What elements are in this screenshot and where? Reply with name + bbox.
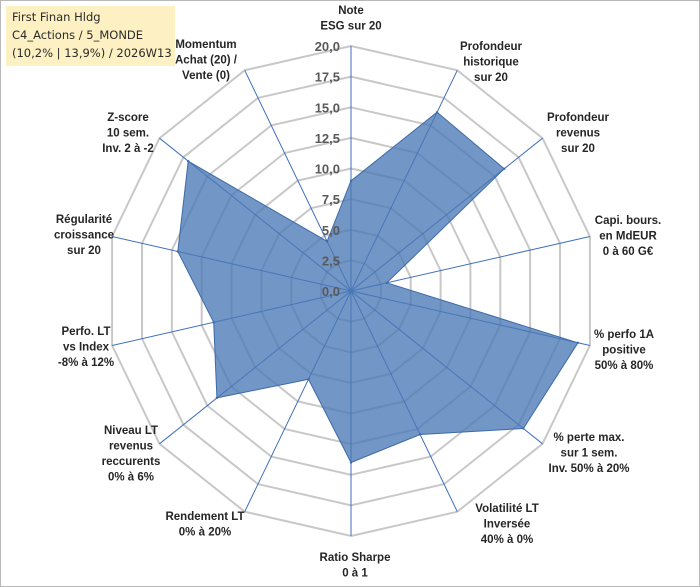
chart-title-box: First Finan Hldg C4_Actions / 5_MONDE (1… <box>6 6 175 66</box>
axis-label: Rendement LT 0% à 20% <box>165 511 244 539</box>
tick-label: 15,0 <box>315 100 340 115</box>
data-point <box>385 281 388 284</box>
tick-label: 7,5 <box>322 192 340 207</box>
axis-label: Volatilité LT Inversée 40% à 0% <box>475 503 538 546</box>
data-point <box>503 167 506 170</box>
axis-label: Note ESG sur 20 <box>320 5 381 33</box>
axis-spoke <box>350 236 591 292</box>
axis-label: Niveau LT revenus reccurents 0% à 6% <box>102 425 161 484</box>
tick-label: 12,5 <box>315 131 340 146</box>
tick-label: 0,0 <box>322 284 340 299</box>
radar-axis-labels: Note ESG sur 20 Profondeur historique sur 20… <box>54 5 661 580</box>
data-point <box>212 321 215 324</box>
title-line-2: C4_Actions / 5_MONDE <box>12 28 144 42</box>
radar-tick-labels: 0,0 2,5 5,0 7,5 10,0 12,5 15,0 17,5 20,0 <box>315 39 340 299</box>
axis-label: Momentum Achat (20) / Vente (0) <box>175 39 238 82</box>
data-point <box>522 427 525 430</box>
data-point <box>576 341 580 344</box>
series-area <box>177 111 579 463</box>
data-point <box>349 179 353 182</box>
axis-label: Régularité croissance sur 20 <box>54 214 114 257</box>
axis-label: Profondeur revenus sur 20 <box>547 112 609 155</box>
tick-label: 5,0 <box>322 223 340 238</box>
data-point <box>325 240 329 243</box>
data-point <box>435 111 439 114</box>
axis-label: Z-score 10 sem. Inv. 2 à -2 <box>102 112 154 155</box>
data-point <box>307 378 310 381</box>
axis-label: Capi. bours. en MdEUR 0 à 60 G€ <box>595 215 661 258</box>
axis-label: Profondeur historique sur 20 <box>460 41 522 84</box>
data-point <box>215 396 219 400</box>
title-line-3: (10,2% | 13,9%) / 2026W13 <box>12 46 172 60</box>
data-point <box>418 433 422 436</box>
title-line-1: First Finan Hldg <box>12 10 101 24</box>
data-point <box>349 461 353 464</box>
data-point <box>176 250 179 253</box>
axis-label: % perfo 1A positive 50% à 80% <box>594 329 654 372</box>
tick-label: 10,0 <box>315 162 340 177</box>
data-point <box>187 160 190 163</box>
tick-label: 17,5 <box>315 70 340 85</box>
axis-label: Perfo. LT vs Index -8% à 12% <box>58 326 114 369</box>
radar-series <box>176 111 580 464</box>
axis-label: % perte max. sur 1 sem. Inv. 50% à 20% <box>549 432 630 475</box>
tick-label: 20,0 <box>315 39 340 54</box>
axis-label: Ratio Sharpe 0 à 1 <box>320 552 391 580</box>
tick-label: 2,5 <box>322 253 340 268</box>
